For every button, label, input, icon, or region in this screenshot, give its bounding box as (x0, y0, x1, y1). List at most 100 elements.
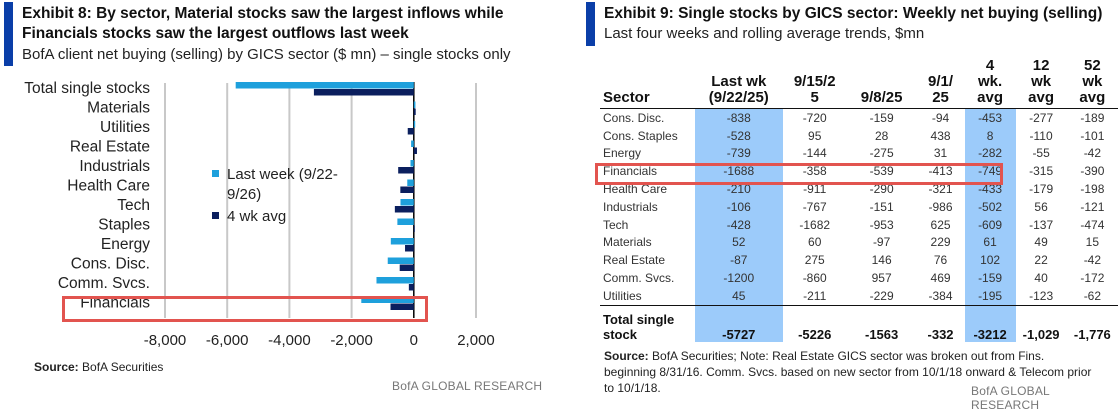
cell-value: 95 (808, 128, 822, 143)
category-label: Financials (80, 295, 150, 312)
sector-name: Financials (603, 164, 658, 179)
cell-value: 40 (1034, 271, 1048, 286)
cell-value: -321 (928, 182, 953, 197)
column-header: 9/8/25 (846, 58, 917, 109)
table-row: Comm. Svcs. -1200 -860 957 469 -159 40 -172 (600, 269, 1118, 287)
total-value: -1563 (846, 304, 917, 342)
cell-value: -986 (928, 199, 953, 214)
chart-subtitle: BofA client net buying (selling) by GICS… (22, 46, 511, 63)
table-title: Exhibit 9: Single stocks by GICS sector:… (604, 5, 1103, 22)
table-row: Tech -428 -1682 -953 625 -609 -137 -474 (600, 215, 1118, 234)
cell-value: -609 (964, 215, 1016, 234)
x-tick-label: -8,000 (144, 332, 187, 349)
bar-last-week (410, 160, 414, 167)
category-label: Energy (101, 236, 150, 253)
cell-value: -210 (694, 180, 783, 198)
cell-value: 102 (964, 251, 1016, 270)
sector-name: Comm. Svcs. (603, 271, 675, 286)
cell-value: 15 (1085, 235, 1100, 250)
total-value: -5727 (694, 304, 783, 342)
bar-4wk-avg (399, 264, 414, 271)
category-label: Tech (117, 197, 150, 214)
source-text: BofA Securities (82, 360, 164, 374)
cell-value: -211 (803, 288, 827, 303)
category-label: Health Care (67, 178, 150, 195)
cell-value: 438 (930, 128, 951, 143)
cell-value: 52 (694, 233, 783, 252)
total-label: Total single stock (600, 304, 695, 342)
cell-value: -1682 (799, 217, 831, 232)
total-row: Total single stock -5727 -5226 -1563 -332 -321… (600, 304, 1118, 342)
total-value: -332 (916, 304, 965, 342)
cell-value: -358 (802, 164, 827, 179)
table-row: Industrials -106 -767 -151 -986 -502 56 -121 (600, 197, 1118, 216)
sector-table: Sector Last wk (9/22/25) 9/15/2 5 9/8/25 9/1/2… (600, 58, 1118, 342)
cell-value: 146 (871, 253, 892, 268)
bar-last-week (413, 121, 416, 128)
bar-last-week (400, 199, 414, 206)
cell-value: 8 (964, 126, 1016, 145)
cell-value: -528 (694, 126, 783, 145)
cell-value: -275 (869, 146, 894, 161)
bar-4wk-avg (413, 108, 416, 115)
cell-value: -1200 (694, 269, 783, 287)
cell-value: -137 (1029, 217, 1054, 232)
category-label: Staples (98, 217, 150, 234)
legend-swatch-last-week (212, 170, 219, 177)
cell-value: -433 (964, 180, 1016, 198)
cell-value: -767 (802, 199, 827, 214)
bar-last-week (387, 257, 414, 264)
cell-value: 45 (694, 286, 783, 306)
x-tick-label: 0 (410, 332, 418, 349)
cell-value: -277 (1029, 110, 1054, 125)
exhibit-8-panel: Exhibit 8: By sector, Material stocks sa… (4, 2, 543, 393)
chart-title-line2: Financials stocks saw the largest outflo… (22, 25, 409, 42)
table-row: Real Estate -87 275 146 76 102 22 -42 (600, 251, 1118, 270)
bar-last-week (397, 218, 414, 225)
column-header: Last wk (9/22/25) (694, 58, 783, 109)
cell-value: -282 (964, 144, 1016, 163)
sector-name: Materials (603, 235, 652, 250)
bar-last-week (411, 140, 414, 147)
category-label: Total single stocks (24, 80, 150, 97)
category-label: Comm. Svcs. (58, 275, 150, 292)
bar-last-week (361, 296, 414, 303)
cell-value: -87 (694, 251, 783, 270)
title-accent-bar (4, 2, 13, 66)
bar-4wk-avg (400, 186, 414, 193)
table-header-row: Sector Last wk (9/22/25) 9/15/2 5 9/8/25 9/1/2… (600, 58, 1118, 109)
total-value: -3212 (964, 304, 1016, 342)
bar-last-week (390, 238, 414, 245)
legend: Last week (9/22- 9/26) 4 wk avg (212, 166, 338, 225)
sector-name: Real Estate (603, 253, 666, 268)
sector-name: Utilities (603, 288, 642, 303)
legend-label-line: Last week (9/22- (227, 166, 338, 183)
bar-last-week (413, 101, 416, 108)
column-header: 9/1/25 (916, 58, 965, 109)
cell-value: 469 (930, 271, 951, 286)
cell-value: 275 (804, 253, 825, 268)
cell-value: -413 (928, 164, 953, 179)
bar-4wk-avg (413, 147, 417, 154)
cell-value: -42 (1083, 253, 1102, 268)
cell-value: -428 (694, 215, 783, 234)
bar-4wk-avg (413, 225, 415, 232)
cell-value: -94 (931, 110, 950, 125)
gridlines (164, 82, 477, 318)
table-row: Financials -1688 -358 -539 -413 -749 -315 -390 (600, 162, 1118, 181)
cell-value: 625 (930, 217, 951, 232)
cell-value: -290 (869, 182, 894, 197)
bar-4wk-avg (313, 89, 414, 96)
cell-value: -159 (869, 110, 894, 125)
sector-name: Cons. Staples (603, 128, 678, 143)
cell-value: -101 (1080, 128, 1105, 143)
cell-value: -97 (872, 235, 891, 250)
cell-value: -1688 (694, 162, 783, 181)
bar-4wk-avg (394, 206, 414, 213)
chart-title-line1: Exhibit 8: By sector, Material stocks sa… (22, 5, 504, 22)
cell-value: -390 (1080, 164, 1105, 179)
brand-footer: BofA GLOBAL RESEARCH (392, 379, 543, 393)
exhibit-9-panel: Exhibit 9: Single stocks by GICS sector:… (580, 0, 1118, 416)
bar-4wk-avg (405, 245, 414, 252)
cell-value: -144 (802, 146, 827, 161)
